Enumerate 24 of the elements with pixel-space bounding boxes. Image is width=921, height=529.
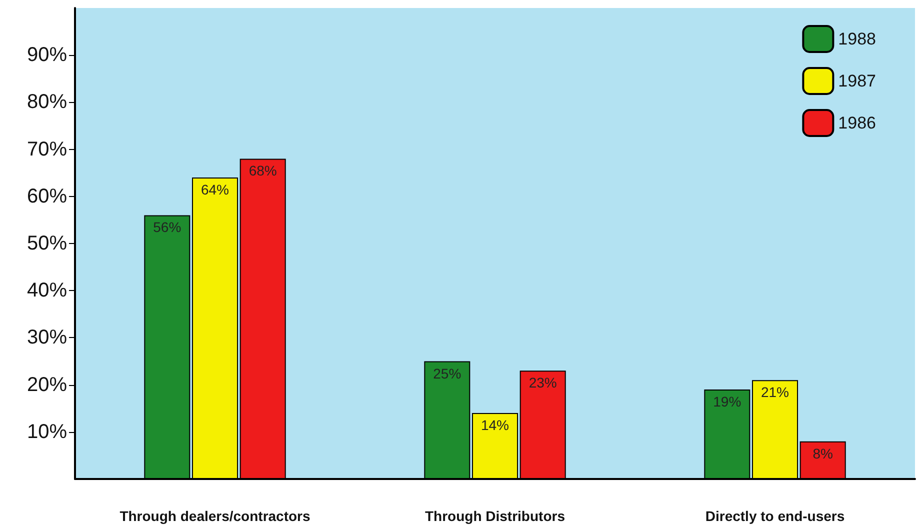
data-label: 68%	[248, 162, 277, 179]
y-tick-label: 40%	[26, 280, 68, 302]
data-label: 8%	[812, 445, 833, 462]
data-label: 21%	[760, 384, 790, 400]
data-label: 64%	[200, 182, 230, 198]
data-label: 23%	[528, 374, 557, 391]
y-tick-label: 70%	[26, 138, 68, 160]
y-tick-label: 90%	[26, 44, 68, 66]
data-label: 56%	[153, 219, 182, 236]
x-tick-label: Through Distributors	[425, 508, 566, 524]
x-tick-label: Through dealers/contractors	[120, 508, 311, 524]
y-tick-label: 80%	[26, 91, 68, 114]
data-label: 19%	[713, 394, 742, 410]
legend-label: 1987	[838, 72, 876, 90]
x-tick-label: Directly to end-users	[705, 508, 845, 524]
y-tick-label: 50%	[26, 232, 68, 254]
y-tick-label: 10%	[26, 420, 68, 443]
data-label: 25%	[433, 365, 462, 382]
y-tick-label: 30%	[26, 326, 68, 349]
y-tick-label: 60%	[26, 185, 68, 208]
legend-label: 1988	[838, 30, 876, 48]
y-tick-label: 20%	[26, 374, 68, 396]
legend-label: 1986	[838, 114, 876, 132]
data-label: 14%	[480, 417, 510, 434]
